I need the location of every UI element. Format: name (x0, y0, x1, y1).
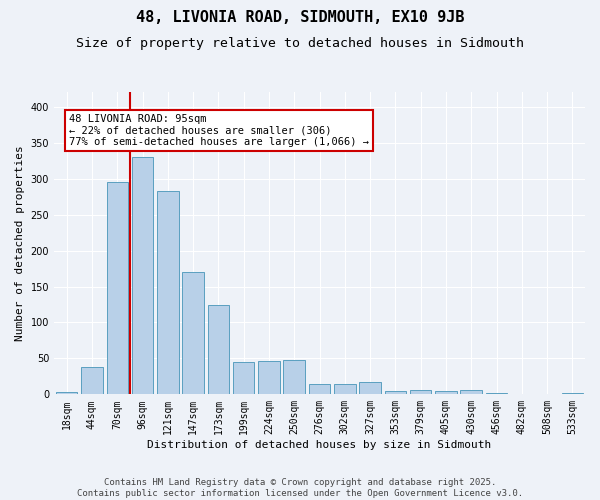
Bar (486, 393, 507, 394)
Bar (460, 390, 482, 394)
X-axis label: Distribution of detached houses by size in Sidmouth: Distribution of detached houses by size … (148, 440, 491, 450)
Bar (283, 360, 305, 394)
Bar (107, 182, 128, 394)
Bar (258, 362, 280, 394)
Text: Contains HM Land Registry data © Crown copyright and database right 2025.
Contai: Contains HM Land Registry data © Crown c… (77, 478, 523, 498)
Bar (132, 157, 153, 394)
Bar (334, 384, 356, 394)
Bar (359, 382, 381, 394)
Bar (562, 393, 583, 394)
Bar (435, 390, 457, 394)
Bar (182, 272, 204, 394)
Bar (233, 362, 254, 394)
Text: 48, LIVONIA ROAD, SIDMOUTH, EX10 9JB: 48, LIVONIA ROAD, SIDMOUTH, EX10 9JB (136, 10, 464, 25)
Bar (208, 305, 229, 394)
Bar (56, 392, 77, 394)
Bar (410, 390, 431, 394)
Bar (385, 390, 406, 394)
Text: Size of property relative to detached houses in Sidmouth: Size of property relative to detached ho… (76, 38, 524, 51)
Bar (157, 191, 179, 394)
Text: 48 LIVONIA ROAD: 95sqm
← 22% of detached houses are smaller (306)
77% of semi-de: 48 LIVONIA ROAD: 95sqm ← 22% of detached… (69, 114, 369, 148)
Y-axis label: Number of detached properties: Number of detached properties (15, 146, 25, 342)
Bar (309, 384, 330, 394)
Bar (81, 367, 103, 394)
